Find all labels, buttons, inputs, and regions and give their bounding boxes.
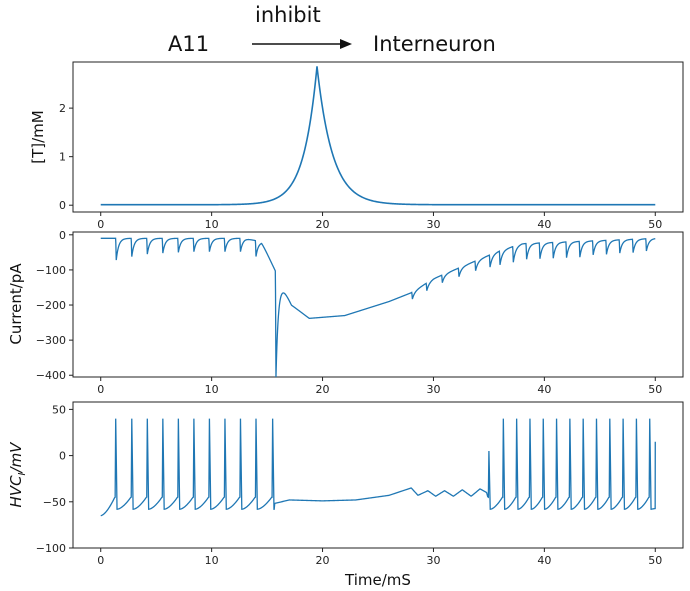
plot-frame: [72, 61, 684, 213]
inhibit-arrow: [252, 39, 352, 49]
x-tick-label: 10: [205, 554, 219, 567]
x-tick-label: 40: [537, 218, 551, 231]
ylabel-main: HVC: [7, 475, 25, 508]
x-tick-label: 30: [426, 554, 440, 567]
target-neuron-label: Interneuron: [373, 32, 496, 56]
y-tick-label: 0: [59, 199, 66, 212]
x-tick-label: 20: [316, 554, 330, 567]
series-line: [100, 418, 656, 517]
plot-frame: [72, 231, 684, 378]
relation-label: inhibit: [255, 3, 321, 27]
y-tick-label: −300: [36, 334, 66, 347]
x-tick-label: 30: [426, 218, 440, 231]
y-ticks: 0 1 2: [59, 102, 73, 212]
x-tick-label: 10: [205, 383, 219, 396]
x-axis-label: Time/mS: [344, 571, 411, 589]
x-tick-label: 20: [316, 383, 330, 396]
header: A11 inhibit Interneuron: [168, 3, 496, 56]
y-tick-label: 0: [59, 450, 66, 463]
series-line: [100, 237, 656, 378]
x-tick-label: 50: [648, 554, 662, 567]
y-tick-label: 1: [59, 151, 66, 164]
panel-voltage: 0 10 20 30 40 50 50 0 −50 −100 HVCI/mV Time/mS: [7, 401, 684, 589]
y-axis-label: HVCI/mV: [7, 441, 28, 508]
panel-current: 0 10 20 30 40 50 0 −100 −200 −300 −400 Current/pA: [7, 229, 684, 396]
panel-transmitter: 0 10 20 30 40 50 0 1 2 [T]/mM: [29, 61, 684, 231]
y-tick-label: −100: [36, 264, 66, 277]
plot-frame: [72, 401, 684, 549]
x-tick-label: 20: [316, 218, 330, 231]
x-ticks: 0 10 20 30 40 50: [97, 377, 662, 396]
arrow-head: [340, 39, 352, 49]
y-tick-label: −100: [36, 542, 66, 555]
y-axis-label: Current/pA: [7, 263, 25, 345]
y-tick-label: −400: [36, 369, 66, 382]
x-tick-label: 0: [97, 218, 104, 231]
x-tick-label: 0: [97, 383, 104, 396]
y-tick-label: −50: [43, 496, 66, 509]
x-tick-label: 40: [537, 554, 551, 567]
y-tick-label: −200: [36, 299, 66, 312]
x-tick-label: 40: [537, 383, 551, 396]
x-tick-label: 10: [205, 218, 219, 231]
y-tick-label: 0: [59, 229, 66, 242]
x-tick-label: 0: [97, 554, 104, 567]
source-neuron-label: A11: [168, 32, 209, 56]
x-tick-label: 50: [648, 383, 662, 396]
x-ticks: 0 10 20 30 40 50: [97, 212, 662, 231]
y-axis-label: [T]/mM: [29, 110, 47, 163]
y-tick-label: 50: [52, 403, 66, 416]
x-tick-label: 50: [648, 218, 662, 231]
x-ticks: 0 10 20 30 40 50: [97, 548, 662, 567]
x-tick-label: 30: [426, 383, 440, 396]
y-ticks: 50 0 −50 −100: [36, 403, 73, 555]
y-ticks: 0 −100 −200 −300 −400: [36, 229, 73, 382]
ylabel-unit: /mV: [7, 441, 25, 475]
ylabel-subscript: I: [17, 472, 28, 475]
y-tick-label: 2: [59, 102, 66, 115]
series-line: [100, 66, 656, 206]
